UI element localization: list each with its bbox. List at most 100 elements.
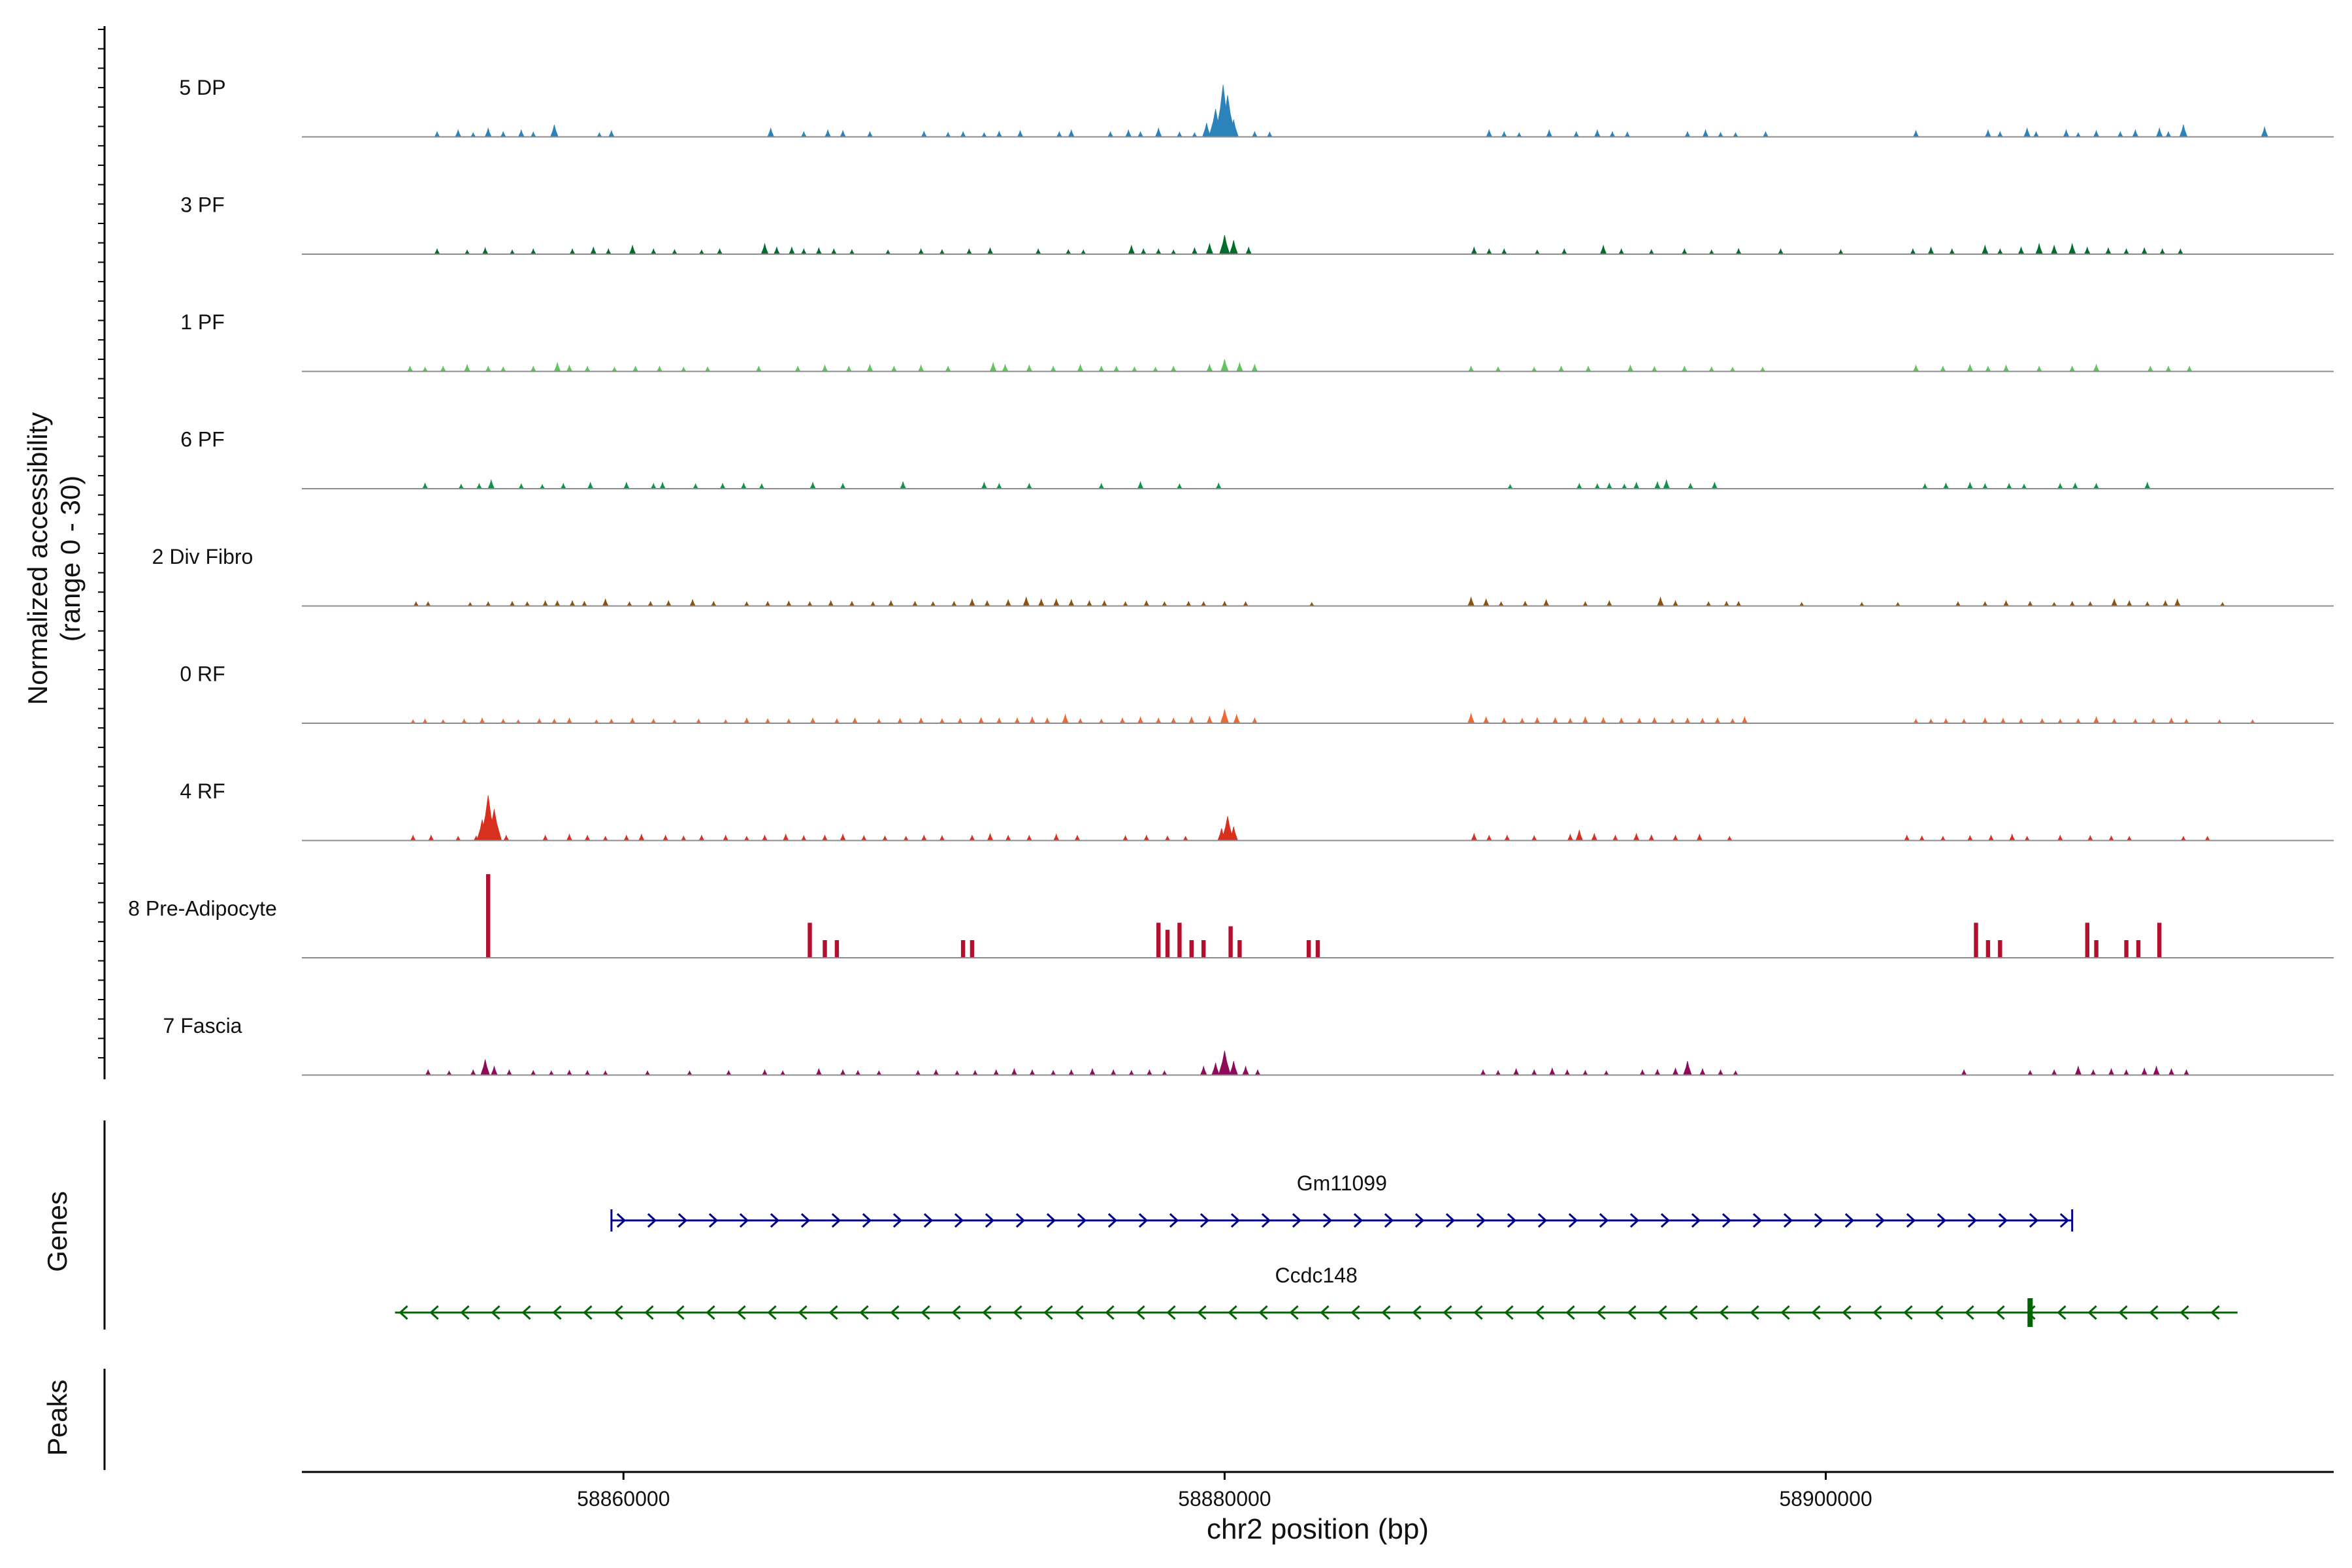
gene-strand-chevron-ccdc148 [1473,1305,1483,1320]
gene-strand-chevron-ccdc148 [1381,1305,1391,1320]
peak-0-rf [1534,717,1541,724]
peak-4-rf [584,834,591,841]
gene-strand-chevron-ccdc148 [1350,1305,1360,1320]
peak-0-rf [996,717,1003,724]
peak-0-rf [1552,717,1559,724]
peak-3-pf [1140,248,1147,255]
gene-strand-chevron-ccdc148 [1043,1305,1053,1320]
peak-7-fascia [725,1070,732,1075]
peak-2-div-fibro [1723,600,1730,606]
track-label-6-pf: 6 PF [180,428,225,451]
peak-7-fascia [1128,1070,1135,1075]
peak-7-fascia [506,1069,513,1075]
peak-8-pre-adipocyte [1165,930,1170,958]
peak-4-rf [1919,835,1925,841]
peak-4-rf [882,835,889,841]
peak-0-rf [1618,717,1625,724]
peak-3-pf [1618,248,1625,255]
peak-6-pf [2072,482,2079,489]
peak-5-dp [960,131,966,137]
gene-strand-chevron-ccdc148 [767,1305,777,1320]
peak-0-rf [2168,717,2175,724]
peak-2-div-fibro [951,600,957,606]
peak-5-dp [996,130,1003,137]
track-label-4-rf: 4 RF [180,779,225,803]
gene-strand-chevron-gm11099 [1107,1213,1118,1228]
peak-6-pf [981,482,988,489]
peak-3-pf [671,249,678,255]
genes-panel-title: Genes [42,1191,73,1272]
peak-1-pf [1651,366,1658,372]
peak-0-rf [1467,712,1475,724]
gene-strand-chevron-gm11099 [1353,1213,1364,1228]
peak-2-div-fibro [1543,598,1550,606]
gene-strand-chevron-gm11099 [1322,1213,1333,1228]
gene-strand-chevron-ccdc148 [1688,1305,1698,1320]
peak-4-rf [921,834,928,841]
peak-0-rf [2039,718,2046,724]
peak-0-rf [1600,717,1607,724]
gene-ccdc148: Ccdc148 [395,1264,2238,1327]
peak-2-div-fibro [1467,596,1475,606]
gene-strand-chevron-gm11099 [1015,1213,1026,1228]
peak-1-pf [2186,365,2193,372]
peak-0-rf [479,717,485,724]
peak-5-dp [825,129,832,137]
gene-strand-chevron-gm11099 [1783,1213,1793,1228]
peak-5-dp [1762,131,1769,137]
peak-1-pf [566,364,573,372]
peak-1-pf [1585,365,1592,372]
peak-2-div-fibro [1672,600,1679,606]
peak-8-pre-adipocyte [2157,923,2162,958]
peak-0-rf [764,718,771,724]
peak-3-pf [1229,240,1239,255]
gene-strand-chevron-gm11099 [2059,1213,2070,1228]
peak-3-pf [1205,242,1214,255]
peak-6-pf [1654,481,1661,489]
peak-3-pf [2123,248,2130,255]
peak-3-pf [1128,244,1135,255]
gene-strand-chevron-ccdc148 [890,1305,900,1320]
track-1-pf: 1 PF [180,310,2334,372]
peak-0-rf [566,717,573,724]
peak-1-pf [407,365,414,372]
peak-2-div-fibro [1037,598,1045,606]
peak-4-rf [428,834,434,841]
peak-0-rf [629,717,636,724]
peak-2-div-fibro [2027,600,2033,606]
peak-8-pre-adipocyte [834,940,840,958]
gene-strand-chevron-ccdc148 [521,1305,531,1320]
coverage-tracks: 5 DP 3 PF 1 PF 6 PF 2 Div Fibro 0 RF 4 RF 8 Pre… [128,76,2334,1076]
peak-4-rf [840,833,846,841]
peak-7-fascia [1654,1068,1661,1075]
peak-2-div-fibro [1656,596,1665,606]
peak-5-dp [1107,131,1114,137]
peak-5-dp [2093,129,2100,137]
peak-0-rf [809,717,816,724]
peak-6-pf [740,482,747,489]
gene-strand-chevron-ccdc148 [1443,1305,1452,1320]
peak-2-div-fibro [2111,598,2118,606]
peak-5-dp [434,131,440,137]
peak-3-pf [815,247,823,255]
peak-0-rf [896,717,904,724]
peak-3-pf [1486,248,1492,255]
peak-4-rf [1633,832,1640,841]
peak-4-rf [1591,832,1598,841]
peak-6-pf [809,482,816,489]
peak-5-dp [1137,131,1144,137]
peak-4-rf [1612,834,1619,841]
x-tick-label: 58900000 [1779,1487,1872,1511]
peak-1-pf [553,361,561,372]
peak-0-rf [1567,717,1574,724]
peak-7-fascia [1531,1069,1537,1075]
gene-strand-chevron-ccdc148 [736,1305,746,1320]
gene-strand-chevron-gm11099 [1629,1213,1640,1228]
peak-8-pre-adipocyte [1998,940,2002,958]
gene-strand-chevron-ccdc148 [1228,1305,1237,1320]
peak-8-pre-adipocyte [823,940,827,958]
gene-strand-chevron-gm11099 [1814,1213,1824,1228]
track-label-3-pf: 3 PF [180,193,225,217]
peak-1-pf [1098,365,1105,372]
peak-7-fascia [2141,1067,2148,1075]
